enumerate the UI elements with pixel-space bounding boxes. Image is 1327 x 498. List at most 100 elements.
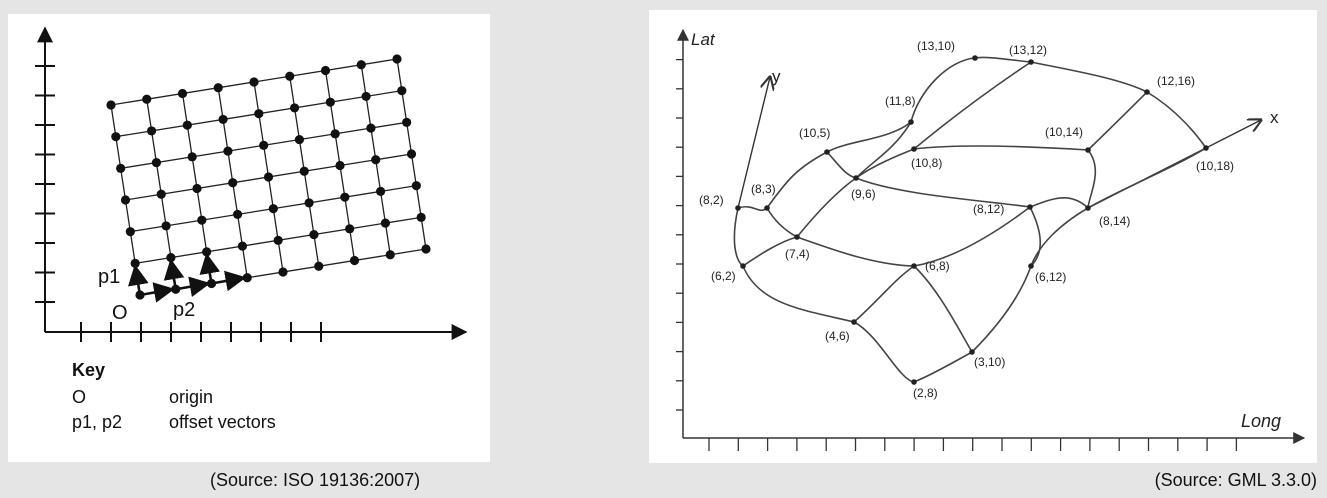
- grid-point-label: (8,12): [973, 202, 1004, 216]
- grid-point: [911, 379, 917, 385]
- grid-curve: [826, 151, 1031, 208]
- grid-curve: [796, 145, 1089, 238]
- grid-node: [254, 109, 264, 119]
- offset-vector-p1: [163, 258, 185, 290]
- grid-point: [1028, 59, 1034, 65]
- grid-point-label: (4,6): [825, 329, 850, 343]
- offset-vectors: [128, 252, 247, 303]
- grid-curve: [1087, 91, 1148, 151]
- grid-node: [361, 91, 371, 102]
- grid-point: [1028, 263, 1034, 269]
- grid-node: [116, 163, 126, 173]
- grid-point-label: (11,8): [885, 94, 915, 108]
- offset-vector-p1: [199, 252, 221, 284]
- grid-node: [142, 94, 152, 104]
- grid-node: [406, 149, 417, 159]
- grid-point-label: (6,12): [1035, 270, 1066, 284]
- grid-point-label: (10,5): [799, 126, 830, 140]
- grid-curve: [971, 147, 1207, 353]
- grid-node: [416, 212, 426, 222]
- grid-point-label: (3,10): [974, 355, 1005, 369]
- grid-node: [349, 255, 360, 266]
- grid-node: [411, 181, 421, 191]
- grid-point-label: (8,2): [699, 193, 724, 207]
- right-source-caption: (Source: GML 3.3.0): [1154, 470, 1317, 490]
- grid-curve: [974, 56, 1207, 149]
- grid-node: [421, 244, 431, 254]
- key-term: O: [72, 387, 87, 407]
- grid-node: [232, 209, 243, 220]
- grid-node: [299, 166, 309, 176]
- grid-node: [289, 103, 300, 113]
- grid-node: [380, 218, 391, 228]
- grid-point: [740, 263, 746, 269]
- grid-node: [177, 88, 188, 99]
- grid-node: [146, 126, 157, 136]
- grid-point-label: (6,2): [711, 269, 736, 283]
- grid-point: [851, 319, 857, 325]
- grid-curve: [913, 61, 1032, 150]
- grid-node: [237, 241, 248, 251]
- grid-node: [375, 186, 386, 197]
- grid-point-label: (10,14): [1045, 125, 1083, 139]
- grid-node: [304, 198, 314, 208]
- axis-ticks: [676, 58, 1238, 451]
- grid-point-label: (8,3): [751, 182, 776, 196]
- grid-points: (8,2) (8,3) (10,5) (11,8) (13,10) (13,12) (12,…: [699, 39, 1234, 400]
- grid-node: [330, 129, 340, 139]
- grid-nodes: [106, 54, 431, 300]
- grid-point-label: (7,4): [785, 247, 810, 261]
- curvilinear-grid-panel: Lat Long y x (8,2) (8,3) (10,5) (11,8) (1: [649, 10, 1317, 463]
- grid-node: [268, 204, 278, 214]
- grid-node: [259, 140, 269, 150]
- lat-axis-label: Lat: [691, 30, 716, 49]
- grid-point: [911, 146, 917, 152]
- grid-node: [345, 224, 355, 234]
- left-source-caption: (Source: ISO 19136:2007): [210, 470, 421, 490]
- grid-point-label: (2,8): [913, 386, 938, 400]
- grid-node: [397, 86, 407, 96]
- grid-node: [213, 83, 223, 93]
- grid-node: [197, 215, 207, 225]
- key-desc: origin: [169, 387, 214, 407]
- key-legend: Key O origin p1, p2 offset vectors: [72, 360, 276, 435]
- grid-node: [161, 221, 171, 231]
- grid-node: [125, 227, 135, 237]
- grid-node: [325, 97, 335, 107]
- grid-node: [218, 114, 228, 125]
- grid-point-label: (9,6): [851, 187, 876, 201]
- local-x-axis-label: x: [1270, 108, 1279, 127]
- grid-curve: [853, 264, 973, 353]
- grid-node: [111, 132, 121, 142]
- p2-label: p2: [173, 299, 195, 321]
- grid-node: [273, 235, 283, 245]
- grid-node: [249, 77, 259, 87]
- grid-curve: [733, 207, 915, 383]
- grid-point: [824, 149, 830, 155]
- grid-point-label: (10,18): [1196, 159, 1234, 173]
- p1-label: p1: [98, 266, 120, 288]
- grid-node: [371, 155, 381, 165]
- grid-point: [1203, 145, 1209, 151]
- grid-curve: [1029, 206, 1041, 267]
- axis-ticks: [35, 65, 322, 342]
- grid-node: [402, 117, 412, 127]
- grid-point-label: (8,14): [1099, 214, 1130, 228]
- grid-curves: [733, 56, 1207, 383]
- offset-vector-p2: [211, 270, 247, 292]
- local-y-axis: [737, 77, 770, 209]
- grid-node: [120, 195, 131, 205]
- grid-curve: [737, 57, 976, 212]
- key-row: p1, p2 offset vectors: [72, 410, 276, 435]
- grid-point-label: (13,10): [917, 39, 955, 53]
- grid-node: [294, 134, 305, 145]
- grid-point: [972, 55, 978, 61]
- grid-point: [1027, 204, 1033, 210]
- grid-point: [911, 263, 917, 269]
- offset-vector-p2: [175, 276, 211, 297]
- grid-node: [314, 261, 324, 271]
- rectified-grid-diagram: O p1 p2: [35, 26, 468, 342]
- grid-curve: [1087, 149, 1097, 209]
- grid-point: [794, 234, 800, 240]
- grid-point: [908, 119, 914, 125]
